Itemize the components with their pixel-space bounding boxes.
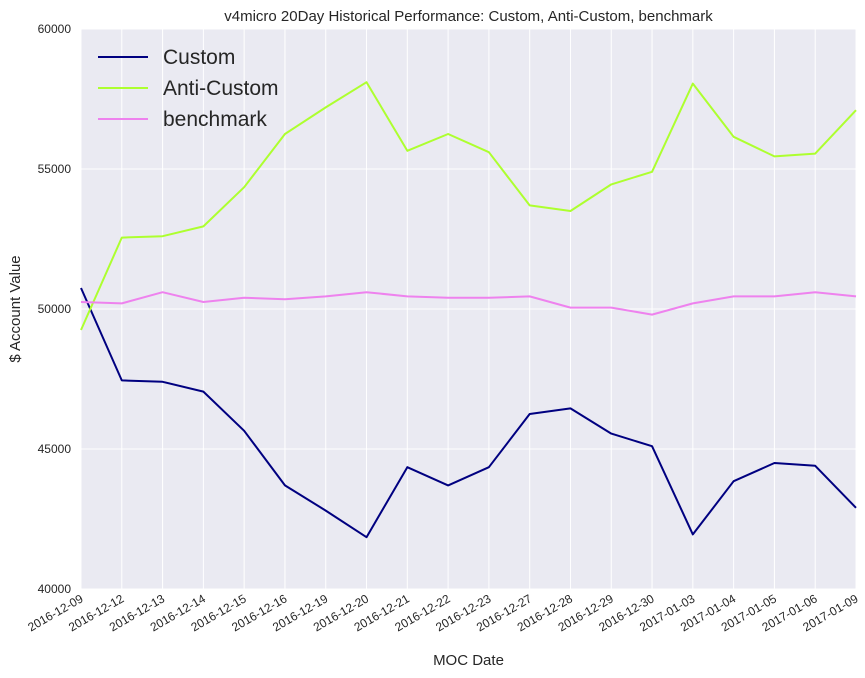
y-tick-label: 45000 xyxy=(38,442,72,456)
y-tick-label: 40000 xyxy=(38,582,72,596)
y-axis-label: $ Account Value xyxy=(7,255,24,362)
legend: Custom Anti-Custom benchmark xyxy=(98,46,279,131)
y-tick-label: 55000 xyxy=(38,162,72,176)
chart-title: v4micro 20Day Historical Performance: Cu… xyxy=(224,8,713,25)
grid-lines xyxy=(80,28,857,590)
series-line-custom xyxy=(80,287,857,539)
series-line-anti-custom xyxy=(80,81,857,331)
y-tick-label: 60000 xyxy=(38,22,72,36)
y-axis-ticks: 40000 45000 50000 55000 60000 xyxy=(38,22,72,596)
x-axis-ticks: 2016-12-092016-12-122016-12-132016-12-14… xyxy=(25,591,860,634)
y-tick-label: 50000 xyxy=(38,302,72,316)
series-lines xyxy=(80,81,857,539)
x-axis-label: MOC Date xyxy=(433,652,504,669)
legend-label: Anti-Custom xyxy=(163,77,279,100)
series-line-benchmark xyxy=(80,291,857,316)
legend-label: Custom xyxy=(163,46,235,69)
legend-label: benchmark xyxy=(163,108,267,131)
